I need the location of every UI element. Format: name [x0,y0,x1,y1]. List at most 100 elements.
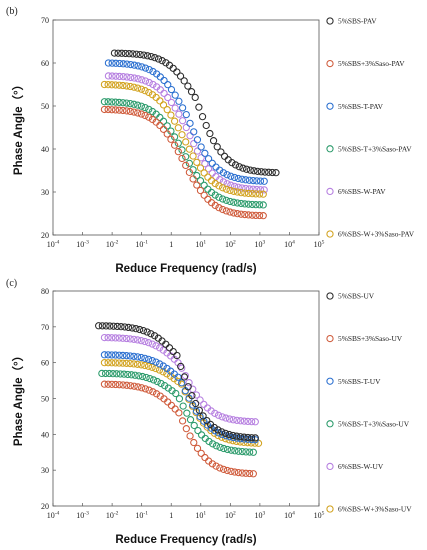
data-point-b [259,212,267,220]
data-point-c [197,431,206,439]
data-point-b [170,133,179,141]
data-point-b [174,148,182,156]
data-point-c [137,337,145,345]
data-point-c [120,370,128,378]
y-ticks-c: 20 30 40 50 60 70 80 [41,287,56,511]
data-point-b [104,59,113,67]
x-tick-label-b: 105 [314,240,325,250]
panel-label-c: (c) [6,278,17,289]
data-point-b [201,149,209,157]
legend-label-b: 6%SBS-W+3%Saso-PAV [338,230,415,239]
legend-label-c: 6%SBS-W+3%Saso-UV [338,505,412,514]
data-point-c [231,468,239,476]
data-point-c [238,447,246,456]
data-point-b [127,60,135,69]
data-point-b [141,111,149,120]
data-point-b [141,77,150,85]
data-point-c [201,453,209,462]
data-point-b [138,76,146,84]
data-point-c [244,433,252,442]
data-point-b [147,52,155,61]
data-point-b [250,167,258,175]
data-point-c [156,360,164,368]
data-point-c [218,413,226,421]
legend-marker-c [326,377,334,385]
data-point-b [204,155,213,163]
data-point-c [147,330,155,338]
data-point-c [126,359,134,368]
data-point-b [115,72,124,81]
data-point-b [260,186,268,194]
data-point-c [251,434,259,442]
legend-marker-b [326,145,334,153]
data-point-b [193,147,202,155]
data-point-b [121,49,130,58]
data-point-c [106,322,114,330]
data-point-b [158,57,166,65]
data-point-b [156,121,164,130]
data-point-c [139,327,148,335]
data-point-b [162,59,170,67]
data-point-b [220,152,229,160]
data-point-c [223,466,231,475]
data-point-b [191,93,199,102]
data-point-b [134,101,142,109]
data-point-c [116,370,124,378]
data-point-c [234,447,243,455]
data-point-c [108,334,116,342]
data-point-c [177,362,185,371]
data-point-b [197,143,205,151]
y-tick-label-c: 50 [41,395,49,404]
data-point-b [223,171,231,179]
legend-c: 5%SBS-UV 5%SBS+3%Saso-UV 5%SBS-T-UV 5%SBS-T… [326,292,412,514]
data-point-b [156,97,164,105]
data-point-c [233,416,241,424]
data-point-c [144,362,153,370]
data-point-c [119,334,127,342]
y-ticks-b: 20 30 40 50 60 70 [41,16,56,240]
data-point-b [163,130,171,138]
data-point-b [197,154,205,162]
x-tick-label-c: 101 [195,511,206,521]
data-point-b [233,210,242,218]
data-point-b [231,161,240,169]
data-point-b [244,200,253,208]
data-point-b [244,189,253,198]
data-point-c [190,438,198,447]
data-point-b [145,65,153,74]
data-point-c [148,363,156,371]
data-point-c [251,418,259,426]
data-point-c [214,426,222,434]
data-point-b [134,75,142,83]
data-point-c [104,380,112,388]
y-tick-label-b: 50 [41,102,49,111]
y-tick-label-c: 60 [41,359,49,368]
data-point-b [222,207,230,215]
data-point-b [145,113,153,121]
data-point-b [130,61,139,69]
legend-label-c: 5%SBS-T-UV [338,377,381,386]
data-point-c [152,342,160,350]
data-point-b [230,182,239,190]
data-point-b [242,176,250,184]
data-point-b [219,205,227,214]
data-point-c [138,372,147,381]
data-point-b [108,98,116,106]
data-point-b [217,148,225,156]
x-tick-label-b: 10-2 [106,240,119,250]
data-point-b [145,105,153,113]
data-point-b [196,186,205,195]
data-point-c [199,412,207,420]
y-tick-label-b: 70 [41,16,49,25]
data-point-c [144,339,153,347]
data-point-b [174,139,182,147]
data-point-b [186,119,194,127]
data-point-b [241,189,249,197]
data-point-b [185,168,194,176]
data-point-b [182,123,190,132]
data-point-b [259,201,267,209]
x-ticks-b: 10-4 10-3 10-2 10-1 1 101 102 103 104 105 [47,232,325,249]
data-point-c [210,423,218,432]
data-point-b [180,77,188,85]
